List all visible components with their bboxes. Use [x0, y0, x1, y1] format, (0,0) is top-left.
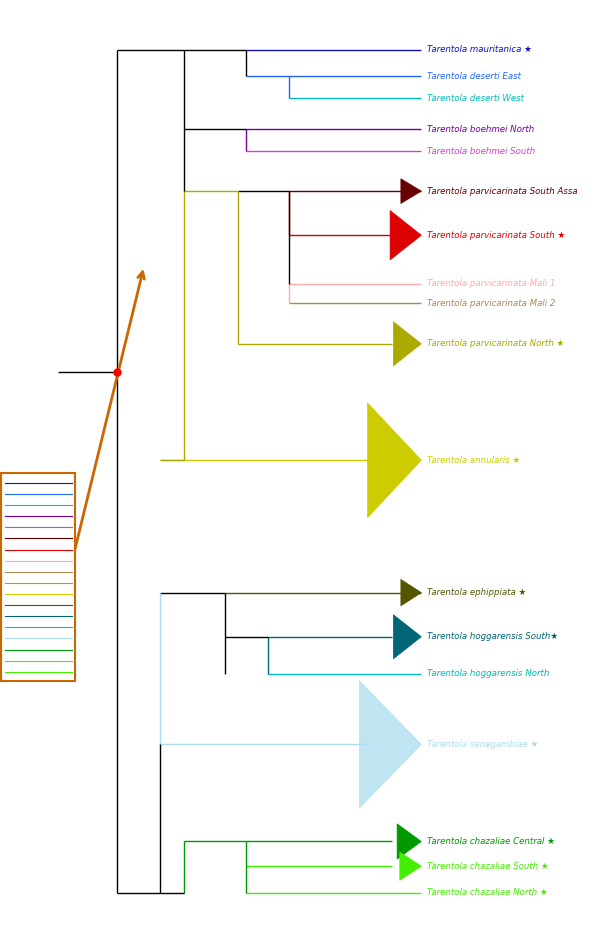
Polygon shape — [367, 402, 421, 518]
Text: Tarentola hoggarensis South★: Tarentola hoggarensis South★ — [427, 633, 558, 641]
Text: Tarentola chazaliae South ★: Tarentola chazaliae South ★ — [427, 862, 549, 870]
Text: Tarentola parvicarinata South Assa: Tarentola parvicarinata South Assa — [427, 187, 577, 196]
Text: Tarentola deserti East: Tarentola deserti East — [427, 72, 521, 80]
Text: Tarentola chazaliae Central ★: Tarentola chazaliae Central ★ — [427, 837, 555, 846]
Polygon shape — [401, 580, 421, 606]
Text: Tarentola deserti West: Tarentola deserti West — [427, 94, 524, 103]
Text: Tarentola parvicarinata North ★: Tarentola parvicarinata North ★ — [427, 339, 564, 348]
Polygon shape — [401, 179, 421, 204]
Text: Tarentola parvicarinata Mali 2: Tarentola parvicarinata Mali 2 — [427, 298, 555, 308]
Text: Tarentola parvicarinata South ★: Tarentola parvicarinata South ★ — [427, 231, 565, 240]
Text: Tarentola ephippiata ★: Tarentola ephippiata ★ — [427, 588, 526, 598]
Text: Tarentola boehmei North: Tarentola boehmei North — [427, 125, 534, 134]
Text: Tarentola annularis ★: Tarentola annularis ★ — [427, 456, 520, 465]
Text: Tarentola chazaliae North ★: Tarentola chazaliae North ★ — [427, 888, 548, 897]
Polygon shape — [397, 824, 421, 859]
Text: Tarentola hoggarensis North: Tarentola hoggarensis North — [427, 670, 549, 678]
Polygon shape — [390, 210, 421, 259]
Polygon shape — [393, 615, 421, 659]
Text: Tarentola senegambiae ★: Tarentola senegambiae ★ — [427, 740, 538, 749]
Text: Tarentola parvicarinata Mali 1: Tarentola parvicarinata Mali 1 — [427, 279, 555, 288]
Text: Tarentola mauritanica ★: Tarentola mauritanica ★ — [427, 45, 532, 54]
Polygon shape — [393, 322, 421, 366]
Text: Tarentola boehmei South: Tarentola boehmei South — [427, 147, 535, 156]
Polygon shape — [359, 681, 421, 808]
Polygon shape — [400, 852, 421, 881]
